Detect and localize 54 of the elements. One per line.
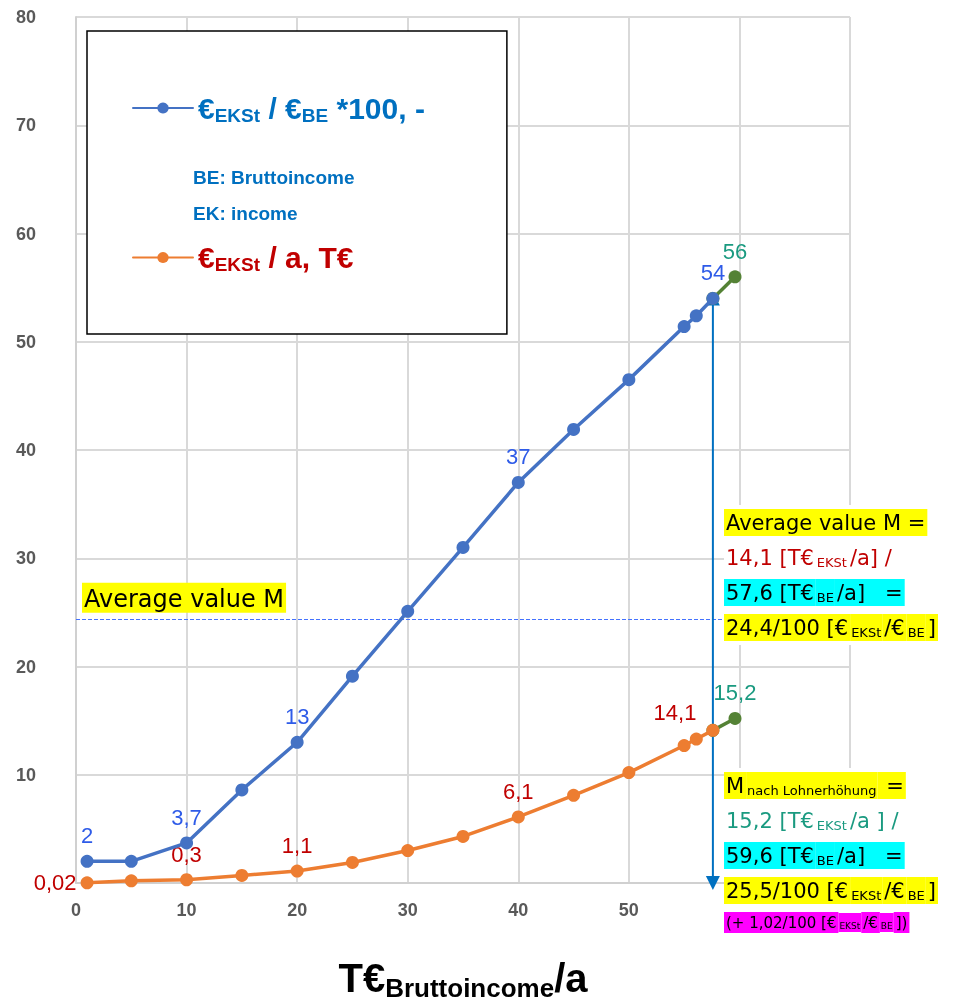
point (401, 844, 415, 858)
point (677, 739, 691, 753)
x-tick-label: 0 (70, 900, 82, 920)
data-label: 6,1 (502, 778, 534, 804)
y-tick-label: 60 (15, 223, 36, 244)
point (622, 766, 636, 780)
point (345, 669, 359, 683)
ref-line-label: Average value M (84, 584, 285, 613)
point (235, 868, 249, 882)
point (124, 874, 138, 888)
x-tick-label: 30 (397, 900, 418, 920)
x-tick-label: 20 (287, 900, 308, 920)
point (80, 854, 94, 868)
point (728, 711, 742, 725)
data-label: 13 (284, 704, 310, 730)
point (290, 864, 304, 878)
point (235, 783, 249, 797)
point (456, 540, 470, 554)
point (622, 373, 636, 387)
data-label: 0,3 (171, 841, 202, 867)
point (689, 309, 703, 323)
data-label: 37 (506, 444, 531, 470)
data-label: 0,02 (33, 870, 77, 896)
point (456, 829, 470, 843)
point (401, 604, 415, 618)
x-tick-label: 40 (508, 900, 529, 920)
data-label: 14,1 (653, 699, 697, 725)
point (511, 475, 525, 489)
data-label: 2 (80, 823, 94, 849)
annotation: BE: Bruttoincome (193, 167, 355, 188)
point (345, 855, 359, 869)
y-tick-label: 80 (15, 7, 36, 27)
point (728, 270, 742, 284)
x-tick-label: 10 (176, 900, 197, 920)
point (567, 422, 581, 436)
y-tick-label: 20 (15, 656, 36, 677)
x-tick-label: 50 (618, 900, 639, 920)
point (80, 876, 94, 890)
point (511, 810, 525, 824)
point (567, 788, 581, 802)
point (689, 732, 703, 746)
y-tick-label: 30 (15, 548, 36, 569)
point (180, 873, 194, 887)
point (124, 854, 138, 868)
annotation: EK: income (193, 203, 298, 224)
data-label: 1,1 (281, 833, 313, 859)
point (290, 735, 304, 749)
y-tick-label: 40 (15, 440, 36, 460)
y-tick-label: 70 (15, 115, 36, 136)
data-label: 15,2 (713, 680, 757, 706)
y-tick-label: 50 (15, 331, 36, 352)
data-label: 3,7 (171, 804, 202, 830)
point (677, 320, 691, 334)
y-tick-label: 10 (15, 764, 36, 785)
